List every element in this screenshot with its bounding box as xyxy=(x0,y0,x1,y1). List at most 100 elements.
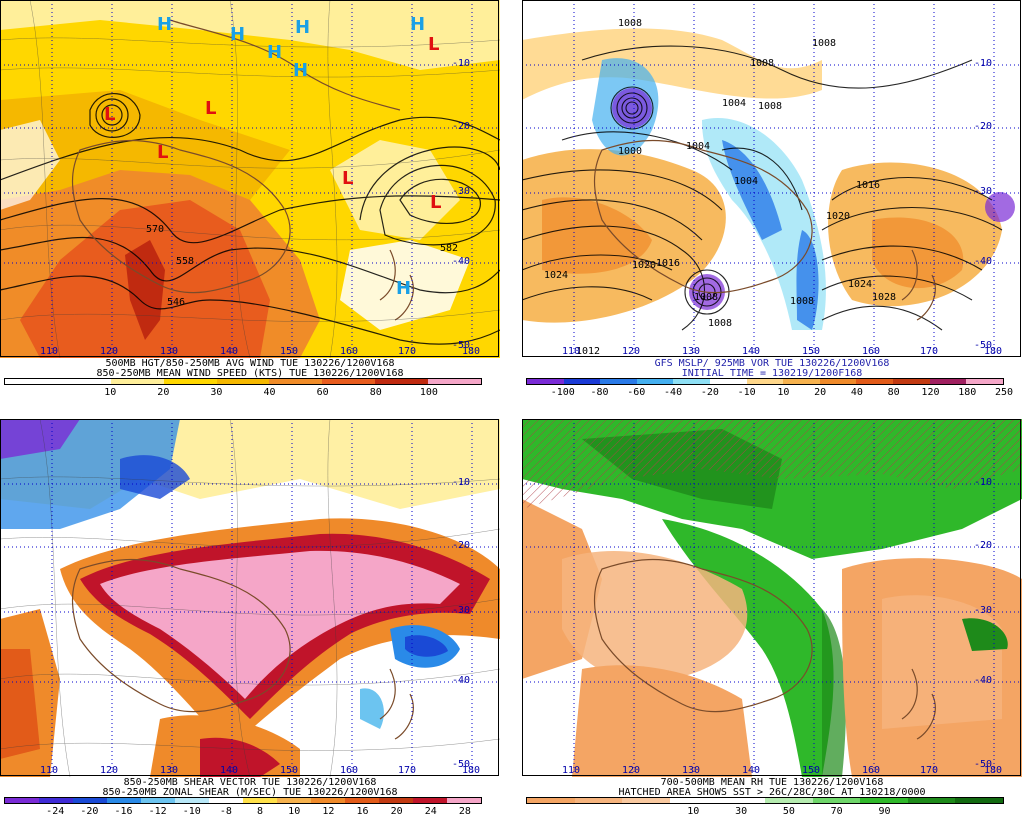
color-scale-swatch xyxy=(856,379,894,384)
color-scale-swatch xyxy=(860,798,908,803)
color-scale-swatch xyxy=(345,798,379,803)
low-pressure-marker: L xyxy=(104,104,116,125)
latitude-label: -10 xyxy=(974,477,993,488)
isobar-label: 1016 xyxy=(656,258,681,269)
longitude-label: 180 xyxy=(984,346,1003,357)
longitude-label: 160 xyxy=(862,765,881,776)
longitude-label: 130 xyxy=(682,765,701,776)
color-scale-swatch xyxy=(783,379,820,384)
panel-caption-line2: 850-250MB ZONAL SHEAR (M/SEC) TUE 130226… xyxy=(102,787,398,798)
color-scale-bar xyxy=(4,797,482,804)
color-scale-swatch xyxy=(812,798,861,803)
isobar-label: 1020 xyxy=(826,211,851,222)
latitude-label: -50 xyxy=(452,759,471,770)
color-scale-ticks: 10 30 50 70 90 xyxy=(526,806,1004,818)
panel-mslp-vorticity: 1008 1008 1008 1008 1004 1004 1000 1004 … xyxy=(522,0,1022,400)
color-scale-swatch xyxy=(163,379,217,384)
high-pressure-marker: H xyxy=(410,14,426,35)
isobar-label: 1000 xyxy=(618,146,643,157)
longitude-label: 160 xyxy=(862,346,881,357)
isobar-label: 1008 xyxy=(618,18,643,29)
longitude-label: 150 xyxy=(280,346,299,357)
color-scale-swatch xyxy=(746,379,784,384)
panel-caption-line2: INITIAL TIME = 130219/1200F168 xyxy=(681,368,863,379)
color-scale-tick-label: 16 xyxy=(356,806,369,817)
latitude-label: -30 xyxy=(974,605,993,616)
latitude-label: -10 xyxy=(452,477,471,488)
color-scale-swatch xyxy=(5,798,39,803)
longitude-label: 110 xyxy=(562,346,581,357)
longitude-label: 180 xyxy=(984,765,1003,776)
isobar-label: 1008 xyxy=(694,292,719,303)
color-scale-tick-label: -12 xyxy=(148,806,167,817)
color-scale-swatch xyxy=(375,379,429,384)
color-scale-bar xyxy=(526,797,1004,804)
panel-wind-speed: H H H H H H H L L L L L L 570 558 546 58… xyxy=(0,0,500,400)
relative-humidity-map xyxy=(522,419,1022,777)
color-scale-tick-label: 30 xyxy=(735,806,748,817)
isobar-label: 1012 xyxy=(576,346,601,357)
contour-label: 582 xyxy=(440,243,459,254)
latitude-label: -30 xyxy=(974,186,993,197)
color-scale-tick-label: 60 xyxy=(316,387,329,398)
longitude-label: 180 xyxy=(462,346,481,357)
high-pressure-marker: H xyxy=(396,278,412,299)
low-pressure-marker: L xyxy=(430,192,442,213)
panel-caption-line1: 500MB HGT/850-250MB AVG WIND TUE 130226/… xyxy=(105,358,395,369)
longitude-label: 110 xyxy=(562,765,581,776)
mslp-vorticity-map xyxy=(522,0,1022,358)
color-scale-swatch xyxy=(929,379,967,384)
isobar-label: 1024 xyxy=(848,279,873,290)
color-scale-tick-label: 20 xyxy=(157,387,170,398)
color-scale-tick-label: 100 xyxy=(419,387,438,398)
longitude-label: 170 xyxy=(920,765,939,776)
color-scale-tick-label: 10 xyxy=(687,806,700,817)
color-scale-tick-label: 10 xyxy=(288,806,301,817)
color-scale-swatch xyxy=(141,798,175,803)
latitude-label: -20 xyxy=(974,121,993,132)
latitude-label: -40 xyxy=(452,256,471,267)
latitude-label: -30 xyxy=(452,605,471,616)
latitude-label: -20 xyxy=(452,540,471,551)
color-scale-tick-label: -100 xyxy=(550,387,575,398)
latitude-label: -50 xyxy=(452,340,471,351)
color-scale-swatch xyxy=(764,798,813,803)
low-pressure-marker: L xyxy=(428,34,440,55)
low-pressure-marker: L xyxy=(342,168,354,189)
color-scale-swatch xyxy=(527,379,564,384)
color-scale-tick-label: 10 xyxy=(777,387,790,398)
longitude-label: 150 xyxy=(280,765,299,776)
color-scale-tick-label: 80 xyxy=(887,387,900,398)
high-pressure-marker: H xyxy=(157,14,173,35)
color-scale-tick-label: 50 xyxy=(782,806,795,817)
color-scale-swatch xyxy=(413,798,447,803)
longitude-label: 170 xyxy=(398,765,417,776)
longitude-label: 110 xyxy=(40,765,59,776)
color-scale-bar xyxy=(526,378,1004,385)
color-scale-swatch xyxy=(819,379,857,384)
latitude-label: -40 xyxy=(974,675,993,686)
longitude-label: 150 xyxy=(802,346,821,357)
latitude-label: -20 xyxy=(452,121,471,132)
color-scale-swatch xyxy=(527,798,575,803)
contour-label: 570 xyxy=(146,224,165,235)
longitude-label: 120 xyxy=(100,765,119,776)
longitude-label: 120 xyxy=(622,765,641,776)
color-scale-swatch xyxy=(955,798,1003,803)
color-scale-swatch xyxy=(447,798,481,803)
color-scale-swatch xyxy=(107,798,141,803)
color-scale-bar xyxy=(4,378,482,385)
color-scale-tick-label: -80 xyxy=(590,387,609,398)
wind-speed-map xyxy=(0,0,500,358)
panel-caption-line2: 850-250MB MEAN WIND SPEED (KTS) TUE 1302… xyxy=(96,368,404,379)
color-scale-ticks: -100 -80 -60 -40 -20 -10 10 20 40 80 120 180 250 xyxy=(526,387,1013,399)
longitude-label: 140 xyxy=(742,346,761,357)
longitude-label: 130 xyxy=(160,765,179,776)
color-scale-tick-label: -20 xyxy=(700,387,719,398)
color-scale-swatch xyxy=(216,379,270,384)
contour-label: 558 xyxy=(176,256,195,267)
color-scale-swatch xyxy=(563,379,601,384)
color-scale-swatch xyxy=(269,379,323,384)
longitude-label: 110 xyxy=(40,346,59,357)
color-scale-tick-label: -8 xyxy=(219,806,232,817)
